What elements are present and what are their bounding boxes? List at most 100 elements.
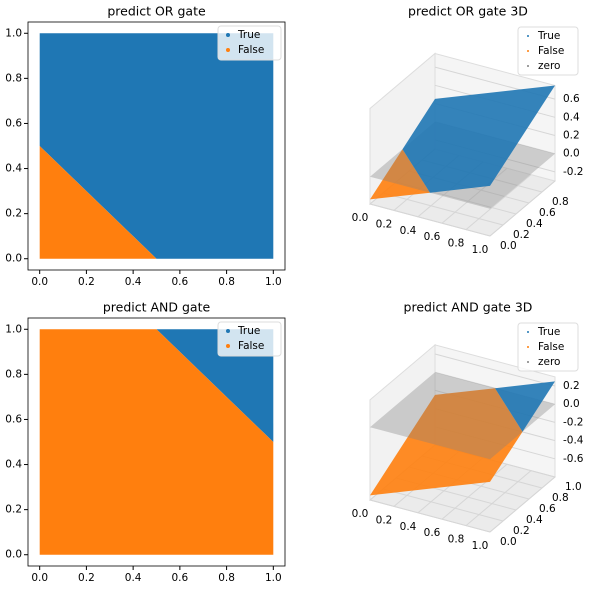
y-tick-label: 0.4 xyxy=(526,514,543,526)
y-tick-label: 1.0 xyxy=(5,323,22,335)
x-tick-label: 0.0 xyxy=(31,572,48,584)
y-tick-label: 0.4 xyxy=(526,218,543,230)
x-tick-label: 0.8 xyxy=(448,238,465,250)
y-tick-label: 0.2 xyxy=(5,208,22,220)
region xyxy=(39,146,157,259)
y-tick-label: 0.0 xyxy=(5,253,22,265)
x-tick-label: 0.8 xyxy=(448,534,465,546)
x-tick-label: 1.0 xyxy=(472,244,489,256)
z-tick-label: 0.4 xyxy=(563,111,580,123)
legend-box xyxy=(517,322,579,372)
grid-line xyxy=(489,180,556,237)
chart-title: predict OR gate 3D xyxy=(408,4,528,19)
x-tick-label: 0.0 xyxy=(31,276,48,288)
x-tick-label: 0.0 xyxy=(352,508,369,520)
z-tick-label: -0.2 xyxy=(563,166,584,178)
legend-label: True xyxy=(237,29,260,41)
legend-marker xyxy=(527,361,529,363)
surface-negative xyxy=(370,149,430,200)
y-tick-label: 0.8 xyxy=(552,196,569,208)
legend-label: True xyxy=(537,30,560,42)
x-tick-label: 0.2 xyxy=(78,276,95,288)
axes-frame xyxy=(27,317,286,567)
legend-marker xyxy=(226,329,230,333)
grid-line xyxy=(434,353,556,387)
x-tick-label: 0.4 xyxy=(400,521,417,533)
grid-line xyxy=(465,470,532,526)
x-tick-label: 0.0 xyxy=(352,212,369,224)
y-tick-label: 0.8 xyxy=(552,492,569,504)
grid-line xyxy=(441,463,508,520)
legend-label: False xyxy=(238,44,264,56)
grid-line xyxy=(369,499,491,533)
y-tick-label: 0.0 xyxy=(500,240,517,252)
legend-marker xyxy=(527,331,529,333)
legend-label: zero xyxy=(538,356,560,368)
y-tick-label: 0.0 xyxy=(5,549,22,561)
x-tick-label: 0.6 xyxy=(172,276,189,288)
z-tick-label: 0.0 xyxy=(563,148,580,160)
z-tick-label: -0.6 xyxy=(563,453,584,465)
x-tick-label: 0.2 xyxy=(376,514,393,526)
legend-marker xyxy=(527,50,529,52)
y-tick-label: 1.0 xyxy=(5,27,22,39)
x-tick-label: 0.4 xyxy=(125,572,142,584)
y-tick-label: 0.4 xyxy=(5,163,22,175)
y-tick-label: 0.2 xyxy=(513,525,530,537)
axes-frame xyxy=(27,21,286,271)
grid-line xyxy=(465,174,532,230)
legend-label: True xyxy=(237,325,260,337)
y-tick-label: 0.6 xyxy=(539,207,556,219)
grid-line xyxy=(369,203,491,237)
y-tick-label: 0.0 xyxy=(500,536,517,548)
legend-marker xyxy=(226,48,230,52)
grid-line xyxy=(382,488,504,522)
x-tick-label: 0.6 xyxy=(424,231,441,243)
z-tick-label: 0.0 xyxy=(563,398,580,410)
legend-marker xyxy=(527,346,529,348)
z-tick-label: -0.2 xyxy=(563,416,584,428)
x-tick-label: 0.6 xyxy=(424,527,441,539)
legend-marker xyxy=(226,33,230,37)
x-tick-label: 1.0 xyxy=(265,276,282,288)
x-tick-label: 0.4 xyxy=(125,276,142,288)
x-tick-label: 1.0 xyxy=(265,572,282,584)
legend-label: zero xyxy=(538,60,560,72)
chart-title: predict AND gate 3D xyxy=(404,300,533,315)
y-tick-label: 0.4 xyxy=(5,459,22,471)
z-tick-label: 0.2 xyxy=(563,380,580,392)
legend-label: False xyxy=(238,340,264,352)
y-tick-label: 0.2 xyxy=(513,229,530,241)
x-tick-label: 0.8 xyxy=(218,276,235,288)
legend-marker xyxy=(226,344,230,348)
region xyxy=(39,329,274,555)
legend-label: False xyxy=(538,45,564,57)
chart-title: predict OR gate xyxy=(107,4,206,19)
surface-positive xyxy=(402,85,555,193)
surface-negative xyxy=(370,388,523,496)
grid-line xyxy=(489,476,556,533)
y-tick-label: 0.6 xyxy=(539,503,556,515)
y-tick-label: 1.0 xyxy=(565,481,582,493)
x-tick-label: 0.4 xyxy=(400,225,417,237)
y-tick-label: 0.8 xyxy=(5,368,22,380)
y-tick-label: 0.8 xyxy=(5,72,22,84)
x-tick-label: 1.0 xyxy=(472,540,489,552)
grid-line xyxy=(382,192,504,226)
surface-positive xyxy=(495,381,555,432)
legend-label: False xyxy=(538,341,564,353)
y-tick-label: 0.2 xyxy=(5,504,22,516)
legend-box xyxy=(217,25,282,61)
legend-box xyxy=(517,26,579,76)
grid-line xyxy=(441,167,508,224)
chart-title: predict AND gate xyxy=(103,300,211,315)
x-tick-label: 0.6 xyxy=(172,572,189,584)
z-tick-label: -0.4 xyxy=(563,435,584,447)
x-tick-label: 0.2 xyxy=(78,572,95,584)
legend-box xyxy=(217,321,282,357)
y-tick-label: 0.6 xyxy=(5,413,22,425)
y-tick-label: 0.6 xyxy=(5,117,22,129)
z-tick-label: 0.2 xyxy=(563,130,580,142)
z-tick-label: 0.6 xyxy=(563,93,580,105)
